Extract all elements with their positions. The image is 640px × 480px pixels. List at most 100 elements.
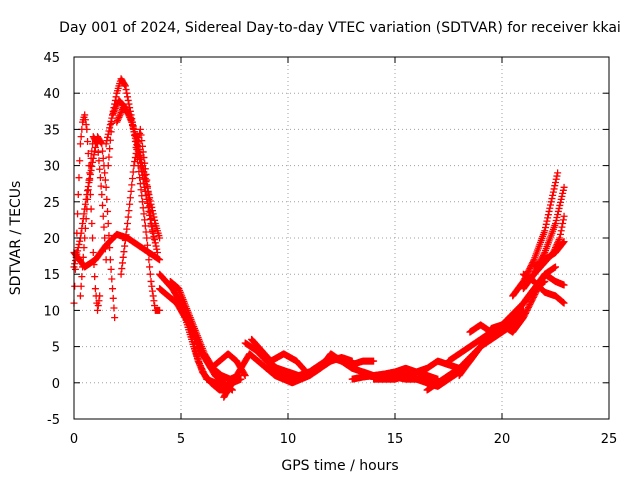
- data-point: [99, 212, 107, 220]
- data-point: [104, 162, 112, 170]
- data-point: [156, 234, 164, 242]
- data-point: [94, 140, 102, 148]
- data-point: [555, 236, 563, 244]
- data-points: [70, 75, 568, 401]
- data-point: [147, 200, 155, 208]
- data-point: [116, 110, 124, 118]
- data-point: [146, 194, 154, 202]
- data-point: [549, 188, 557, 196]
- data-point: [241, 372, 249, 380]
- data-point: [142, 228, 150, 236]
- data-point: [112, 103, 120, 111]
- data-point: [145, 195, 153, 203]
- data-point: [116, 112, 124, 120]
- data-point: [128, 174, 136, 182]
- data-point: [125, 110, 133, 118]
- data-series-arc-29: [519, 270, 568, 307]
- data-point: [552, 178, 559, 186]
- data-point: [141, 159, 149, 167]
- data-point: [74, 191, 82, 199]
- data-point: [91, 144, 99, 151]
- data-point: [75, 240, 83, 248]
- data-point: [105, 127, 113, 135]
- data-point: [96, 292, 104, 300]
- data-point: [119, 259, 127, 267]
- data-point: [554, 169, 562, 177]
- data-point: [148, 282, 156, 290]
- data-point: [126, 200, 134, 208]
- data-point: [80, 244, 88, 252]
- data-point: [556, 234, 564, 242]
- data-point: [153, 245, 161, 253]
- data-point: [96, 165, 104, 173]
- data-point: [550, 185, 558, 193]
- data-point: [84, 150, 92, 158]
- y-tick-label: 25: [43, 196, 60, 211]
- data-point: [560, 281, 568, 289]
- data-point: [106, 121, 114, 129]
- data-point: [146, 270, 154, 278]
- data-point: [89, 248, 97, 256]
- data-point: [131, 154, 139, 162]
- x-axis-label: GPS time / hours: [281, 458, 398, 474]
- data-point: [147, 277, 155, 285]
- data-point: [84, 195, 92, 203]
- data-point: [124, 93, 131, 101]
- data-point: [84, 187, 92, 195]
- data-point: [557, 227, 565, 235]
- data-point: [552, 220, 559, 228]
- data-point: [99, 201, 107, 209]
- data-point: [150, 297, 158, 305]
- data-point: [146, 208, 154, 216]
- data-point: [101, 176, 109, 184]
- data-point: [147, 215, 155, 223]
- data-point: [542, 224, 550, 232]
- data-point: [91, 285, 99, 293]
- data-point: [110, 304, 118, 312]
- chart-title: Day 001 of 2024, Sidereal Day-to-day VTE…: [59, 20, 621, 36]
- data-point: [145, 256, 153, 264]
- data-point: [77, 133, 85, 141]
- data-point: [86, 162, 94, 170]
- data-point: [110, 108, 118, 116]
- data-point: [90, 151, 98, 159]
- data-point: [156, 306, 164, 314]
- data-point: [75, 174, 83, 182]
- data-point: [98, 191, 106, 199]
- data-point: [77, 282, 85, 290]
- data-point: [82, 215, 90, 223]
- data-point: [117, 270, 125, 278]
- data-point: [559, 220, 567, 228]
- data-point: [141, 222, 149, 230]
- data-point: [81, 224, 89, 232]
- data-point: [99, 147, 107, 155]
- data-point: [85, 176, 93, 184]
- data-point: [121, 242, 129, 250]
- data-point: [129, 168, 137, 176]
- data-point: [81, 200, 89, 208]
- data-point: [127, 187, 135, 195]
- data-point: [150, 232, 158, 240]
- data-point: [555, 204, 563, 212]
- data-point: [554, 210, 562, 218]
- data-point: [94, 306, 102, 314]
- data-point: [101, 234, 109, 242]
- data-point: [133, 141, 141, 149]
- data-point: [138, 142, 146, 150]
- data-point: [111, 104, 119, 112]
- data-point: [86, 169, 94, 177]
- data-point: [128, 181, 136, 189]
- data-point: [148, 221, 156, 229]
- data-point: [76, 157, 84, 165]
- data-point: [553, 213, 561, 221]
- data-point: [104, 130, 112, 138]
- data-point: [138, 137, 146, 145]
- data-point: [123, 225, 131, 233]
- data-point: [126, 194, 134, 202]
- data-point: [95, 297, 103, 305]
- data-point: [543, 217, 551, 225]
- data-point: [143, 234, 151, 242]
- data-point: [146, 215, 154, 223]
- data-point: [106, 124, 114, 132]
- data-point: [148, 228, 156, 236]
